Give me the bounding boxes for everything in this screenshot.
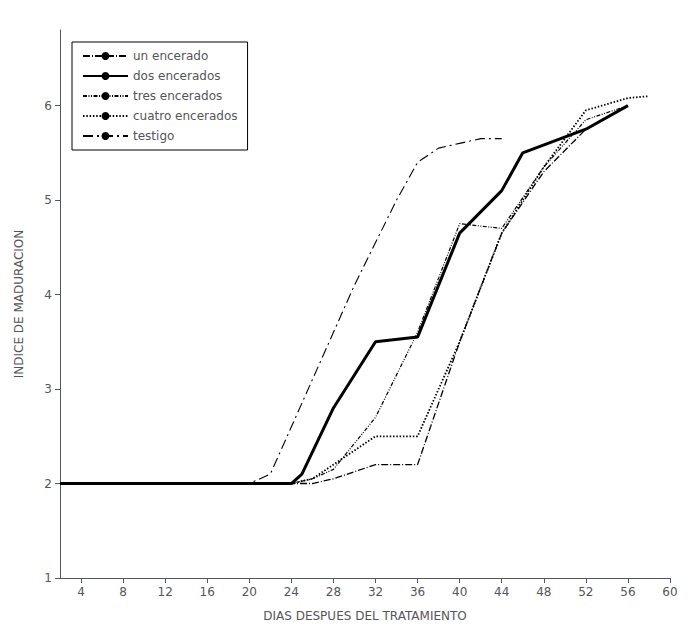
svg-text:52: 52 (578, 585, 593, 599)
svg-text:4: 4 (44, 288, 52, 302)
svg-text:44: 44 (494, 585, 509, 599)
svg-text:40: 40 (452, 585, 467, 599)
svg-text:12: 12 (158, 585, 173, 599)
svg-text:60: 60 (662, 585, 677, 599)
svg-text:6: 6 (44, 99, 52, 113)
svg-text:dos encerados: dos encerados (133, 69, 221, 83)
svg-text:36: 36 (410, 585, 425, 599)
svg-text:2: 2 (44, 477, 52, 491)
svg-text:28: 28 (326, 585, 341, 599)
svg-text:4: 4 (77, 585, 85, 599)
svg-text:32: 32 (368, 585, 383, 599)
svg-text:5: 5 (44, 193, 52, 207)
svg-text:24: 24 (284, 585, 299, 599)
svg-text:INDICE DE MADURACION: INDICE DE MADURACION (12, 230, 26, 378)
svg-text:48: 48 (536, 585, 551, 599)
svg-text:20: 20 (242, 585, 257, 599)
svg-text:8: 8 (119, 585, 127, 599)
svg-text:tres encerados: tres encerados (133, 89, 222, 103)
svg-text:un encerado: un encerado (133, 49, 208, 63)
svg-text:testigo: testigo (133, 129, 174, 143)
svg-text:cuatro encerados: cuatro encerados (133, 109, 238, 123)
svg-text:1: 1 (44, 571, 52, 585)
svg-text:56: 56 (620, 585, 635, 599)
svg-text:16: 16 (200, 585, 215, 599)
svg-text:3: 3 (44, 382, 52, 396)
svg-text:DIAS DESPUES DEL TRATAMIENTO: DIAS DESPUES DEL TRATAMIENTO (263, 609, 467, 623)
